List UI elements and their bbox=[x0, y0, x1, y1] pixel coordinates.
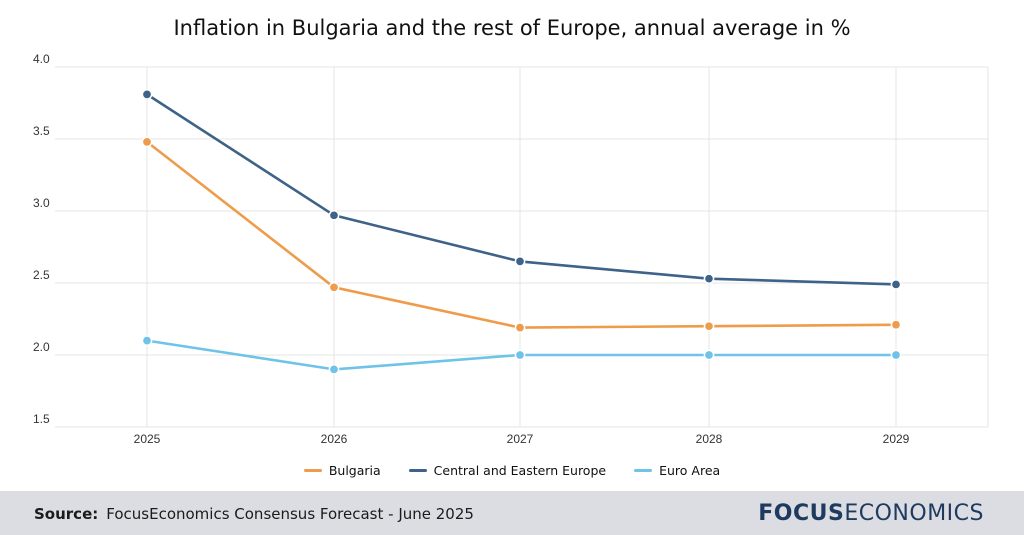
legend-label: Euro Area bbox=[659, 463, 721, 478]
logo-part-light: ECONOMICS bbox=[844, 501, 984, 526]
axis-labels: 4.0 3.5 3.0 2.5 2.0 1.5 2025 2026 2027 2028 2029 bbox=[33, 52, 910, 446]
source-label: Source: bbox=[34, 505, 99, 523]
legend-item-bulgaria[interactable]: Bulgaria bbox=[303, 463, 381, 478]
legend-swatch bbox=[303, 469, 322, 472]
legend-label: Central and Eastern Europe bbox=[433, 463, 607, 478]
data-point bbox=[703, 320, 715, 332]
logo-part-bold: FOCUS bbox=[758, 501, 845, 526]
legend-item-euro-area[interactable]: Euro Area bbox=[634, 463, 720, 478]
data-point bbox=[703, 349, 715, 361]
x-tick-label: 2029 bbox=[883, 432, 910, 446]
y-tick-label: 4.0 bbox=[33, 52, 50, 66]
data-point bbox=[514, 322, 526, 333]
data-point bbox=[328, 364, 340, 375]
legend-label: Bulgaria bbox=[328, 463, 381, 478]
x-tick-label: 2026 bbox=[321, 432, 348, 446]
data-point bbox=[328, 281, 340, 293]
source-note: Source: FocusEconomics Consensus Forecast… bbox=[34, 505, 474, 523]
grid bbox=[55, 66, 989, 428]
data-point bbox=[890, 349, 902, 361]
data-point bbox=[514, 256, 526, 267]
series bbox=[141, 89, 902, 375]
series-line-1 bbox=[146, 93, 897, 286]
data-point bbox=[141, 335, 153, 346]
line-chart: 4.0 3.5 3.0 2.5 2.0 1.5 2025 2026 2027 2028 2029 bbox=[33, 52, 989, 446]
x-tick-label: 2027 bbox=[507, 432, 534, 446]
chart-title: Inflation in Bulgaria and the rest of Eu… bbox=[173, 16, 851, 40]
y-tick-label: 2.5 bbox=[33, 268, 50, 282]
brand-logo: FOCUSECONOMICS bbox=[758, 501, 984, 526]
legend-swatch bbox=[408, 469, 427, 472]
y-tick-label: 3.0 bbox=[33, 196, 50, 210]
data-point bbox=[703, 273, 715, 285]
x-tick-label: 2028 bbox=[696, 432, 723, 446]
data-point bbox=[328, 209, 340, 221]
y-tick-label: 1.5 bbox=[33, 412, 50, 426]
legend: Bulgaria Central and Eastern Europe Euro… bbox=[0, 463, 1024, 478]
y-tick-label: 3.5 bbox=[33, 124, 50, 138]
series-line-0 bbox=[146, 140, 897, 329]
data-point bbox=[141, 136, 153, 148]
x-tick-label: 2025 bbox=[134, 432, 161, 446]
data-point bbox=[890, 279, 902, 290]
legend-swatch bbox=[634, 469, 653, 472]
legend-item-cee[interactable]: Central and Eastern Europe bbox=[408, 463, 607, 478]
data-point bbox=[890, 319, 902, 331]
source-text: FocusEconomics Consensus Forecast - June… bbox=[106, 505, 474, 523]
footer-bar: Source: FocusEconomics Consensus Forecast… bbox=[0, 491, 1024, 535]
data-point bbox=[514, 349, 526, 361]
data-point bbox=[141, 89, 153, 100]
y-tick-label: 2.0 bbox=[33, 340, 50, 354]
